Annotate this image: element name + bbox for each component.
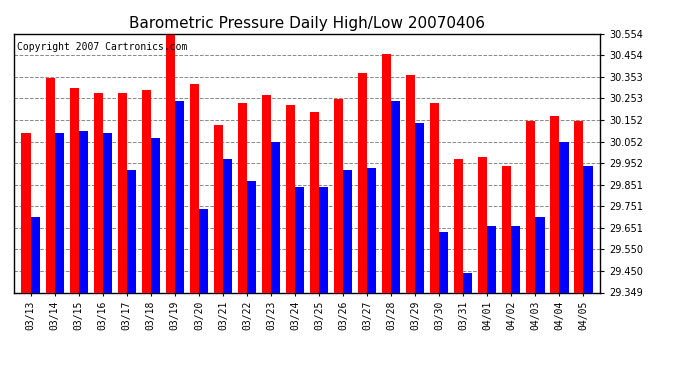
- Bar: [406, 75, 415, 292]
- Bar: [223, 159, 232, 292]
- Bar: [30, 217, 40, 292]
- Bar: [584, 166, 593, 292]
- Bar: [94, 93, 103, 292]
- Bar: [574, 120, 584, 292]
- Bar: [511, 226, 520, 292]
- Bar: [382, 54, 391, 292]
- Bar: [55, 134, 63, 292]
- Bar: [151, 138, 160, 292]
- Bar: [391, 101, 400, 292]
- Bar: [286, 105, 295, 292]
- Bar: [46, 78, 55, 292]
- Bar: [247, 181, 256, 292]
- Bar: [117, 93, 127, 292]
- Bar: [454, 159, 463, 292]
- Bar: [487, 226, 497, 292]
- Bar: [526, 120, 535, 292]
- Bar: [238, 104, 247, 292]
- Bar: [343, 170, 352, 292]
- Bar: [310, 112, 319, 292]
- Bar: [141, 90, 151, 292]
- Title: Barometric Pressure Daily High/Low 20070406: Barometric Pressure Daily High/Low 20070…: [129, 16, 485, 31]
- Bar: [79, 131, 88, 292]
- Text: Copyright 2007 Cartronics.com: Copyright 2007 Cartronics.com: [17, 42, 187, 51]
- Bar: [103, 134, 112, 292]
- Bar: [502, 166, 511, 292]
- Bar: [334, 99, 343, 292]
- Bar: [127, 170, 136, 292]
- Bar: [440, 232, 449, 292]
- Bar: [295, 187, 304, 292]
- Bar: [415, 123, 424, 292]
- Bar: [535, 217, 544, 292]
- Bar: [175, 101, 184, 292]
- Bar: [214, 125, 223, 292]
- Bar: [358, 73, 367, 292]
- Bar: [551, 116, 560, 292]
- Bar: [271, 142, 280, 292]
- Bar: [166, 34, 175, 292]
- Bar: [367, 168, 376, 292]
- Bar: [199, 209, 208, 292]
- Bar: [70, 88, 79, 292]
- Bar: [190, 84, 199, 292]
- Bar: [430, 104, 440, 292]
- Bar: [478, 157, 487, 292]
- Bar: [262, 95, 271, 292]
- Bar: [463, 273, 473, 292]
- Bar: [560, 142, 569, 292]
- Bar: [319, 187, 328, 292]
- Bar: [21, 134, 30, 292]
